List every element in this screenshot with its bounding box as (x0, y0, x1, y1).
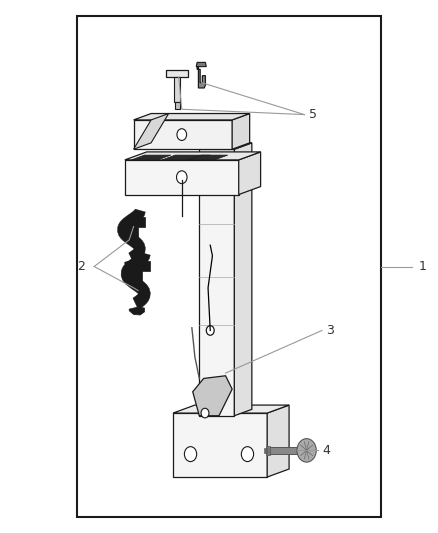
Text: 5: 5 (309, 108, 317, 121)
Polygon shape (117, 209, 145, 264)
Polygon shape (125, 260, 140, 268)
Polygon shape (162, 155, 210, 160)
Polygon shape (197, 67, 205, 88)
Polygon shape (175, 102, 180, 109)
Polygon shape (174, 77, 180, 102)
Text: 1: 1 (418, 260, 426, 273)
Polygon shape (239, 152, 261, 195)
Text: 4: 4 (322, 444, 330, 457)
Text: 3: 3 (326, 324, 334, 337)
Polygon shape (234, 143, 252, 416)
Polygon shape (267, 405, 289, 477)
Polygon shape (125, 160, 239, 195)
Circle shape (241, 447, 254, 462)
Text: 2: 2 (78, 260, 85, 273)
Polygon shape (232, 114, 250, 149)
Polygon shape (193, 376, 232, 416)
Circle shape (206, 326, 214, 335)
Polygon shape (199, 143, 252, 149)
Circle shape (177, 171, 187, 183)
Circle shape (184, 447, 197, 462)
Polygon shape (266, 446, 270, 455)
Polygon shape (134, 114, 250, 120)
Polygon shape (129, 307, 145, 315)
Polygon shape (131, 155, 171, 160)
Polygon shape (173, 405, 289, 413)
Circle shape (297, 439, 316, 462)
Bar (77, 16, 381, 517)
Polygon shape (121, 252, 150, 310)
Polygon shape (269, 447, 300, 454)
Polygon shape (173, 413, 267, 477)
Polygon shape (130, 261, 150, 281)
Polygon shape (134, 114, 169, 149)
Polygon shape (196, 62, 206, 67)
Polygon shape (264, 448, 267, 453)
Polygon shape (125, 152, 261, 160)
Polygon shape (134, 120, 232, 149)
Polygon shape (188, 155, 228, 160)
Circle shape (201, 408, 209, 418)
Polygon shape (126, 217, 145, 237)
Circle shape (177, 129, 187, 141)
Polygon shape (199, 149, 234, 416)
Polygon shape (166, 70, 188, 77)
